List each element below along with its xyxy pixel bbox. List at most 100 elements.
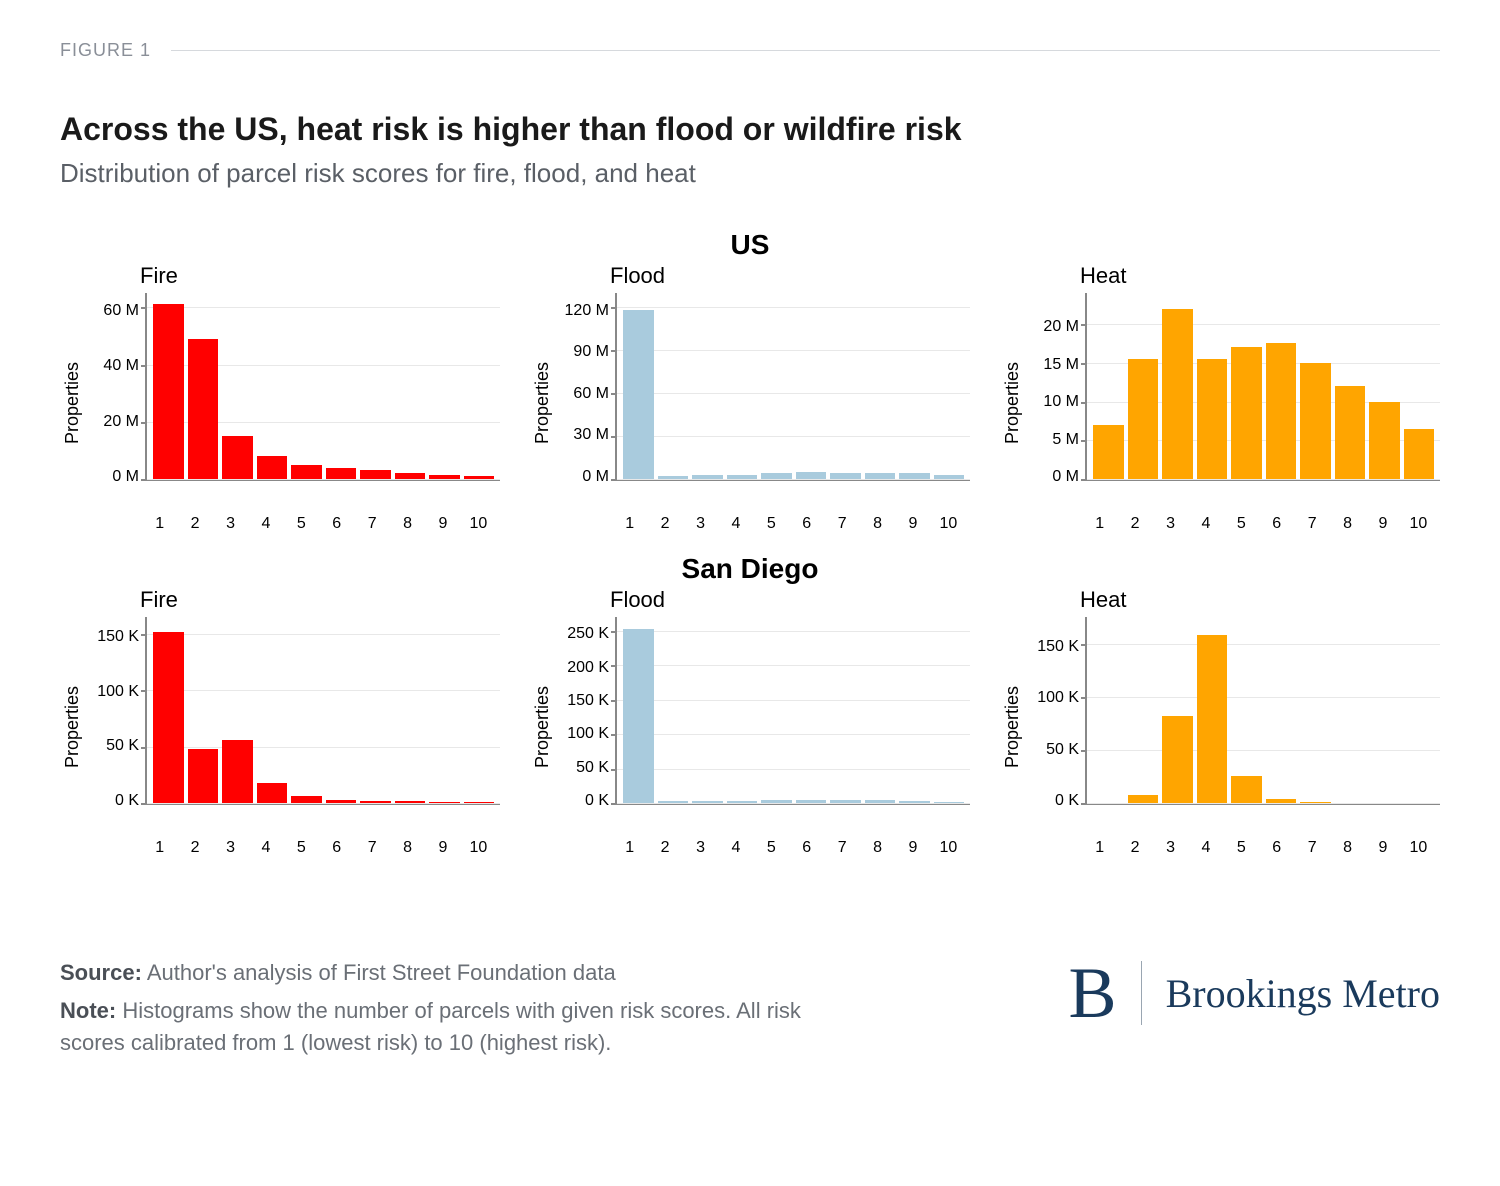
y-tick-mark xyxy=(611,803,617,805)
x-tick-label: 2 xyxy=(1119,839,1150,857)
chart-panel-title: Flood xyxy=(610,263,970,289)
bar xyxy=(1197,635,1228,803)
y-tick-label: 150 K xyxy=(1037,639,1079,655)
x-tick-row: 12345678910 xyxy=(530,515,970,533)
plot-area: Properties250 K200 K150 K100 K50 K0 K xyxy=(530,617,970,837)
x-tick-label: 4 xyxy=(250,839,281,857)
x-tick-label: 6 xyxy=(791,839,822,857)
plot xyxy=(615,617,970,805)
footer: Source: Author's analysis of First Stree… xyxy=(60,957,1440,1065)
plot-area: Properties150 K100 K50 K0 K xyxy=(60,617,500,837)
plot-area: Properties150 K100 K50 K0 K xyxy=(1000,617,1440,837)
chart-panel-title: Fire xyxy=(140,587,500,613)
plot-area: Properties120 M90 M60 M30 M0 M xyxy=(530,293,970,513)
bar xyxy=(360,470,391,479)
y-tick-label: 0 M xyxy=(1052,469,1079,485)
bars xyxy=(147,293,500,479)
bars xyxy=(147,617,500,803)
bar xyxy=(1162,309,1193,480)
x-tick-label: 1 xyxy=(1084,839,1115,857)
bar xyxy=(623,629,654,803)
bar xyxy=(222,436,253,479)
x-tick-label: 6 xyxy=(1261,515,1292,533)
y-tick-label: 30 M xyxy=(573,427,609,443)
bar xyxy=(692,801,723,803)
row-title: US xyxy=(60,229,1440,261)
y-tick-label: 150 K xyxy=(567,693,609,709)
x-tick-label: 2 xyxy=(179,839,210,857)
x-ticks: 12345678910 xyxy=(138,515,500,533)
y-tick-label: 0 K xyxy=(115,793,139,809)
chart-cell: HeatProperties20 M15 M10 M5 M0 M12345678… xyxy=(1000,263,1440,533)
bar xyxy=(727,801,758,803)
x-tick-label: 4 xyxy=(1190,515,1221,533)
y-tick-label: 0 K xyxy=(1055,793,1079,809)
bar xyxy=(395,473,426,479)
x-ticks: 12345678910 xyxy=(1078,515,1440,533)
x-tick-label: 7 xyxy=(1296,839,1327,857)
y-tick-label: 0 K xyxy=(585,793,609,809)
source-line: Source: Author's analysis of First Stree… xyxy=(60,957,840,989)
plot xyxy=(145,293,500,481)
x-tick-label: 5 xyxy=(286,515,317,533)
charts-container: USFireProperties60 M40 M20 M0 M123456789… xyxy=(60,229,1440,857)
bar xyxy=(899,801,930,803)
y-tick-label: 10 M xyxy=(1043,394,1079,410)
source-text: Author's analysis of First Street Founda… xyxy=(142,960,616,985)
y-tick-mark xyxy=(141,479,147,481)
bar xyxy=(1404,429,1435,479)
bar xyxy=(692,475,723,479)
x-tick-label: 4 xyxy=(720,839,751,857)
bar xyxy=(429,802,460,803)
bar xyxy=(257,456,288,479)
bar xyxy=(360,801,391,803)
bar xyxy=(291,465,322,479)
x-tick-label: 10 xyxy=(463,515,494,533)
x-tick-label: 8 xyxy=(392,515,423,533)
bar xyxy=(899,473,930,479)
chart-cell: HeatProperties150 K100 K50 K0 K123456789… xyxy=(1000,587,1440,857)
y-tick-label: 50 K xyxy=(106,738,139,754)
footer-notes: Source: Author's analysis of First Stree… xyxy=(60,957,840,1065)
x-tick-label: 2 xyxy=(649,515,680,533)
bar xyxy=(464,476,495,479)
y-tick-mark xyxy=(1081,803,1087,805)
y-tick-label: 60 M xyxy=(103,303,139,319)
note-line: Note: Histograms show the number of parc… xyxy=(60,995,840,1059)
bar xyxy=(222,740,253,803)
x-tick-label: 9 xyxy=(1367,839,1398,857)
plot xyxy=(1085,293,1440,481)
x-tick-label: 3 xyxy=(1155,839,1186,857)
brand-logo: B Brookings Metro xyxy=(1069,957,1440,1029)
x-tick-label: 7 xyxy=(1296,515,1327,533)
bar xyxy=(658,476,689,479)
brand-separator xyxy=(1141,961,1142,1025)
y-ticks: 60 M40 M20 M0 M xyxy=(85,297,145,477)
figure-label: FIGURE 1 xyxy=(60,40,151,61)
chart-row: FireProperties60 M40 M20 M0 M12345678910… xyxy=(60,263,1440,533)
y-tick-label: 20 M xyxy=(103,414,139,430)
y-ticks: 150 K100 K50 K0 K xyxy=(1025,621,1085,801)
y-tick-label: 5 M xyxy=(1052,432,1079,448)
x-ticks: 12345678910 xyxy=(1078,839,1440,857)
gridline xyxy=(1087,803,1440,804)
y-tick-label: 100 K xyxy=(97,684,139,700)
chart-subtitle: Distribution of parcel risk scores for f… xyxy=(60,158,1440,189)
x-tick-label: 1 xyxy=(1084,515,1115,533)
y-tick-label: 15 M xyxy=(1043,357,1079,373)
figure-label-row: FIGURE 1 xyxy=(60,40,1440,61)
x-tick-label: 9 xyxy=(427,839,458,857)
x-tick-label: 4 xyxy=(1190,839,1221,857)
x-tick-label: 7 xyxy=(356,515,387,533)
y-tick-label: 150 K xyxy=(97,629,139,645)
bar xyxy=(865,800,896,803)
x-tick-row: 12345678910 xyxy=(60,515,500,533)
x-tick-label: 5 xyxy=(756,839,787,857)
bar xyxy=(153,632,184,803)
x-ticks: 12345678910 xyxy=(608,839,970,857)
bar xyxy=(658,801,689,803)
x-tick-label: 10 xyxy=(933,839,964,857)
x-tick-label: 10 xyxy=(463,839,494,857)
bar xyxy=(761,800,792,803)
y-ticks: 150 K100 K50 K0 K xyxy=(85,621,145,801)
